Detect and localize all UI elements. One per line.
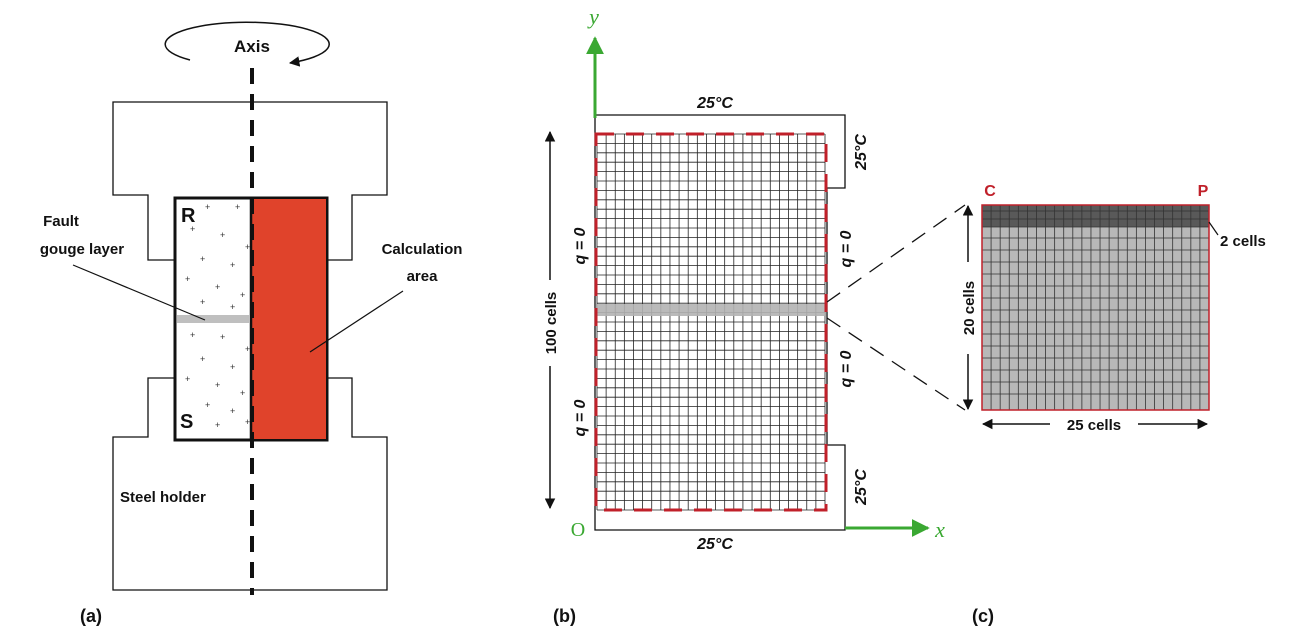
caption-b: (b): [553, 606, 576, 626]
temp-top: 25°C: [696, 95, 733, 112]
plus-mark: +: [215, 282, 220, 292]
origin-label: O: [571, 519, 585, 541]
temp-right-top: 25°C: [853, 134, 870, 171]
zoom-dark-cells: [982, 205, 1209, 227]
plus-mark: +: [230, 362, 235, 372]
calc-leader: [309, 290, 404, 353]
q-left-top: q = 0: [572, 227, 589, 264]
plus-mark: +: [200, 254, 205, 264]
plus-mark: +: [230, 302, 235, 312]
plus-mark: +: [220, 332, 225, 342]
caption-c: (c): [972, 606, 994, 626]
height-cells-label: 100 cells: [543, 292, 560, 355]
plus-mark: +: [205, 202, 210, 212]
q-zero-boundary: [594, 132, 828, 512]
two-cells-leader: [1208, 221, 1219, 236]
panel-c: C P 2 cells 20 cells 25 cells (c): [961, 183, 1266, 626]
plus-mark: +: [200, 297, 205, 307]
zoom-border: [981, 204, 1210, 411]
plus-mark: +: [185, 374, 190, 384]
zoom-grid: [982, 205, 1209, 410]
zoom-line-top: [826, 204, 966, 303]
steel-holder-label: Steel holder: [120, 489, 206, 506]
temp-right-bottom: 25°C: [853, 469, 870, 506]
panel-b: y x O 25°C 25°C 25°C 25°C q = 0 q = 0 q …: [543, 4, 966, 626]
label-c: C: [984, 183, 996, 200]
plus-mark: +: [190, 330, 195, 340]
plus-mark: +: [245, 344, 250, 354]
q-right-top: q = 0: [838, 230, 855, 267]
rotation-arrow: [164, 21, 330, 67]
zoom-light-cells: [982, 205, 1209, 410]
label-p: P: [1198, 183, 1209, 200]
plus-mark: +: [205, 400, 210, 410]
y-axis-label: y: [587, 4, 599, 29]
fault-label-2: gouge layer: [40, 241, 124, 258]
width25-label: 25 cells: [1067, 417, 1121, 434]
height20-label: 20 cells: [961, 281, 978, 335]
plus-mark: +: [235, 202, 240, 212]
calc-label-2: area: [407, 268, 439, 285]
fault-leader: [72, 264, 206, 321]
plus-mark: +: [245, 417, 250, 427]
q-left-bottom: q = 0: [572, 399, 589, 436]
zoom-line-bottom: [826, 317, 966, 411]
q-right-bottom: q = 0: [838, 350, 855, 387]
x-axis-label: x: [934, 517, 945, 542]
panel-a: Axis + ++++++++++ ++ +++++++++++ R S Fault …: [40, 21, 463, 626]
plus-mark: +: [200, 354, 205, 364]
plus-mark: +: [190, 224, 195, 234]
plus-mark: +: [240, 388, 245, 398]
temp-bottom: 25°C: [696, 536, 733, 553]
mesh-grid: [596, 133, 826, 511]
calculation-area: [251, 199, 326, 439]
plus-mark: +: [215, 380, 220, 390]
letter-s: S: [180, 411, 193, 433]
gouge-band: [597, 304, 825, 316]
caption-a: (a): [80, 606, 102, 626]
plus-mark: +: [220, 230, 225, 240]
rock-pattern: + + + + + + + + + + + + + + + + + + + + + + + +: [185, 202, 250, 430]
fault-label: Fault: [43, 213, 79, 230]
plus-mark: +: [215, 420, 220, 430]
plus-mark: +: [240, 290, 245, 300]
plus-mark: +: [230, 260, 235, 270]
axis-label: Axis: [234, 37, 270, 56]
calc-label: Calculation: [382, 241, 463, 258]
plus-mark: +: [230, 406, 235, 416]
plus-mark: +: [185, 274, 190, 284]
boundary-outline: [594, 114, 846, 531]
letter-r: R: [181, 205, 196, 227]
fault-gouge-layer: [177, 315, 250, 323]
plus-mark: +: [245, 242, 250, 252]
two-cells-label: 2 cells: [1220, 233, 1266, 250]
